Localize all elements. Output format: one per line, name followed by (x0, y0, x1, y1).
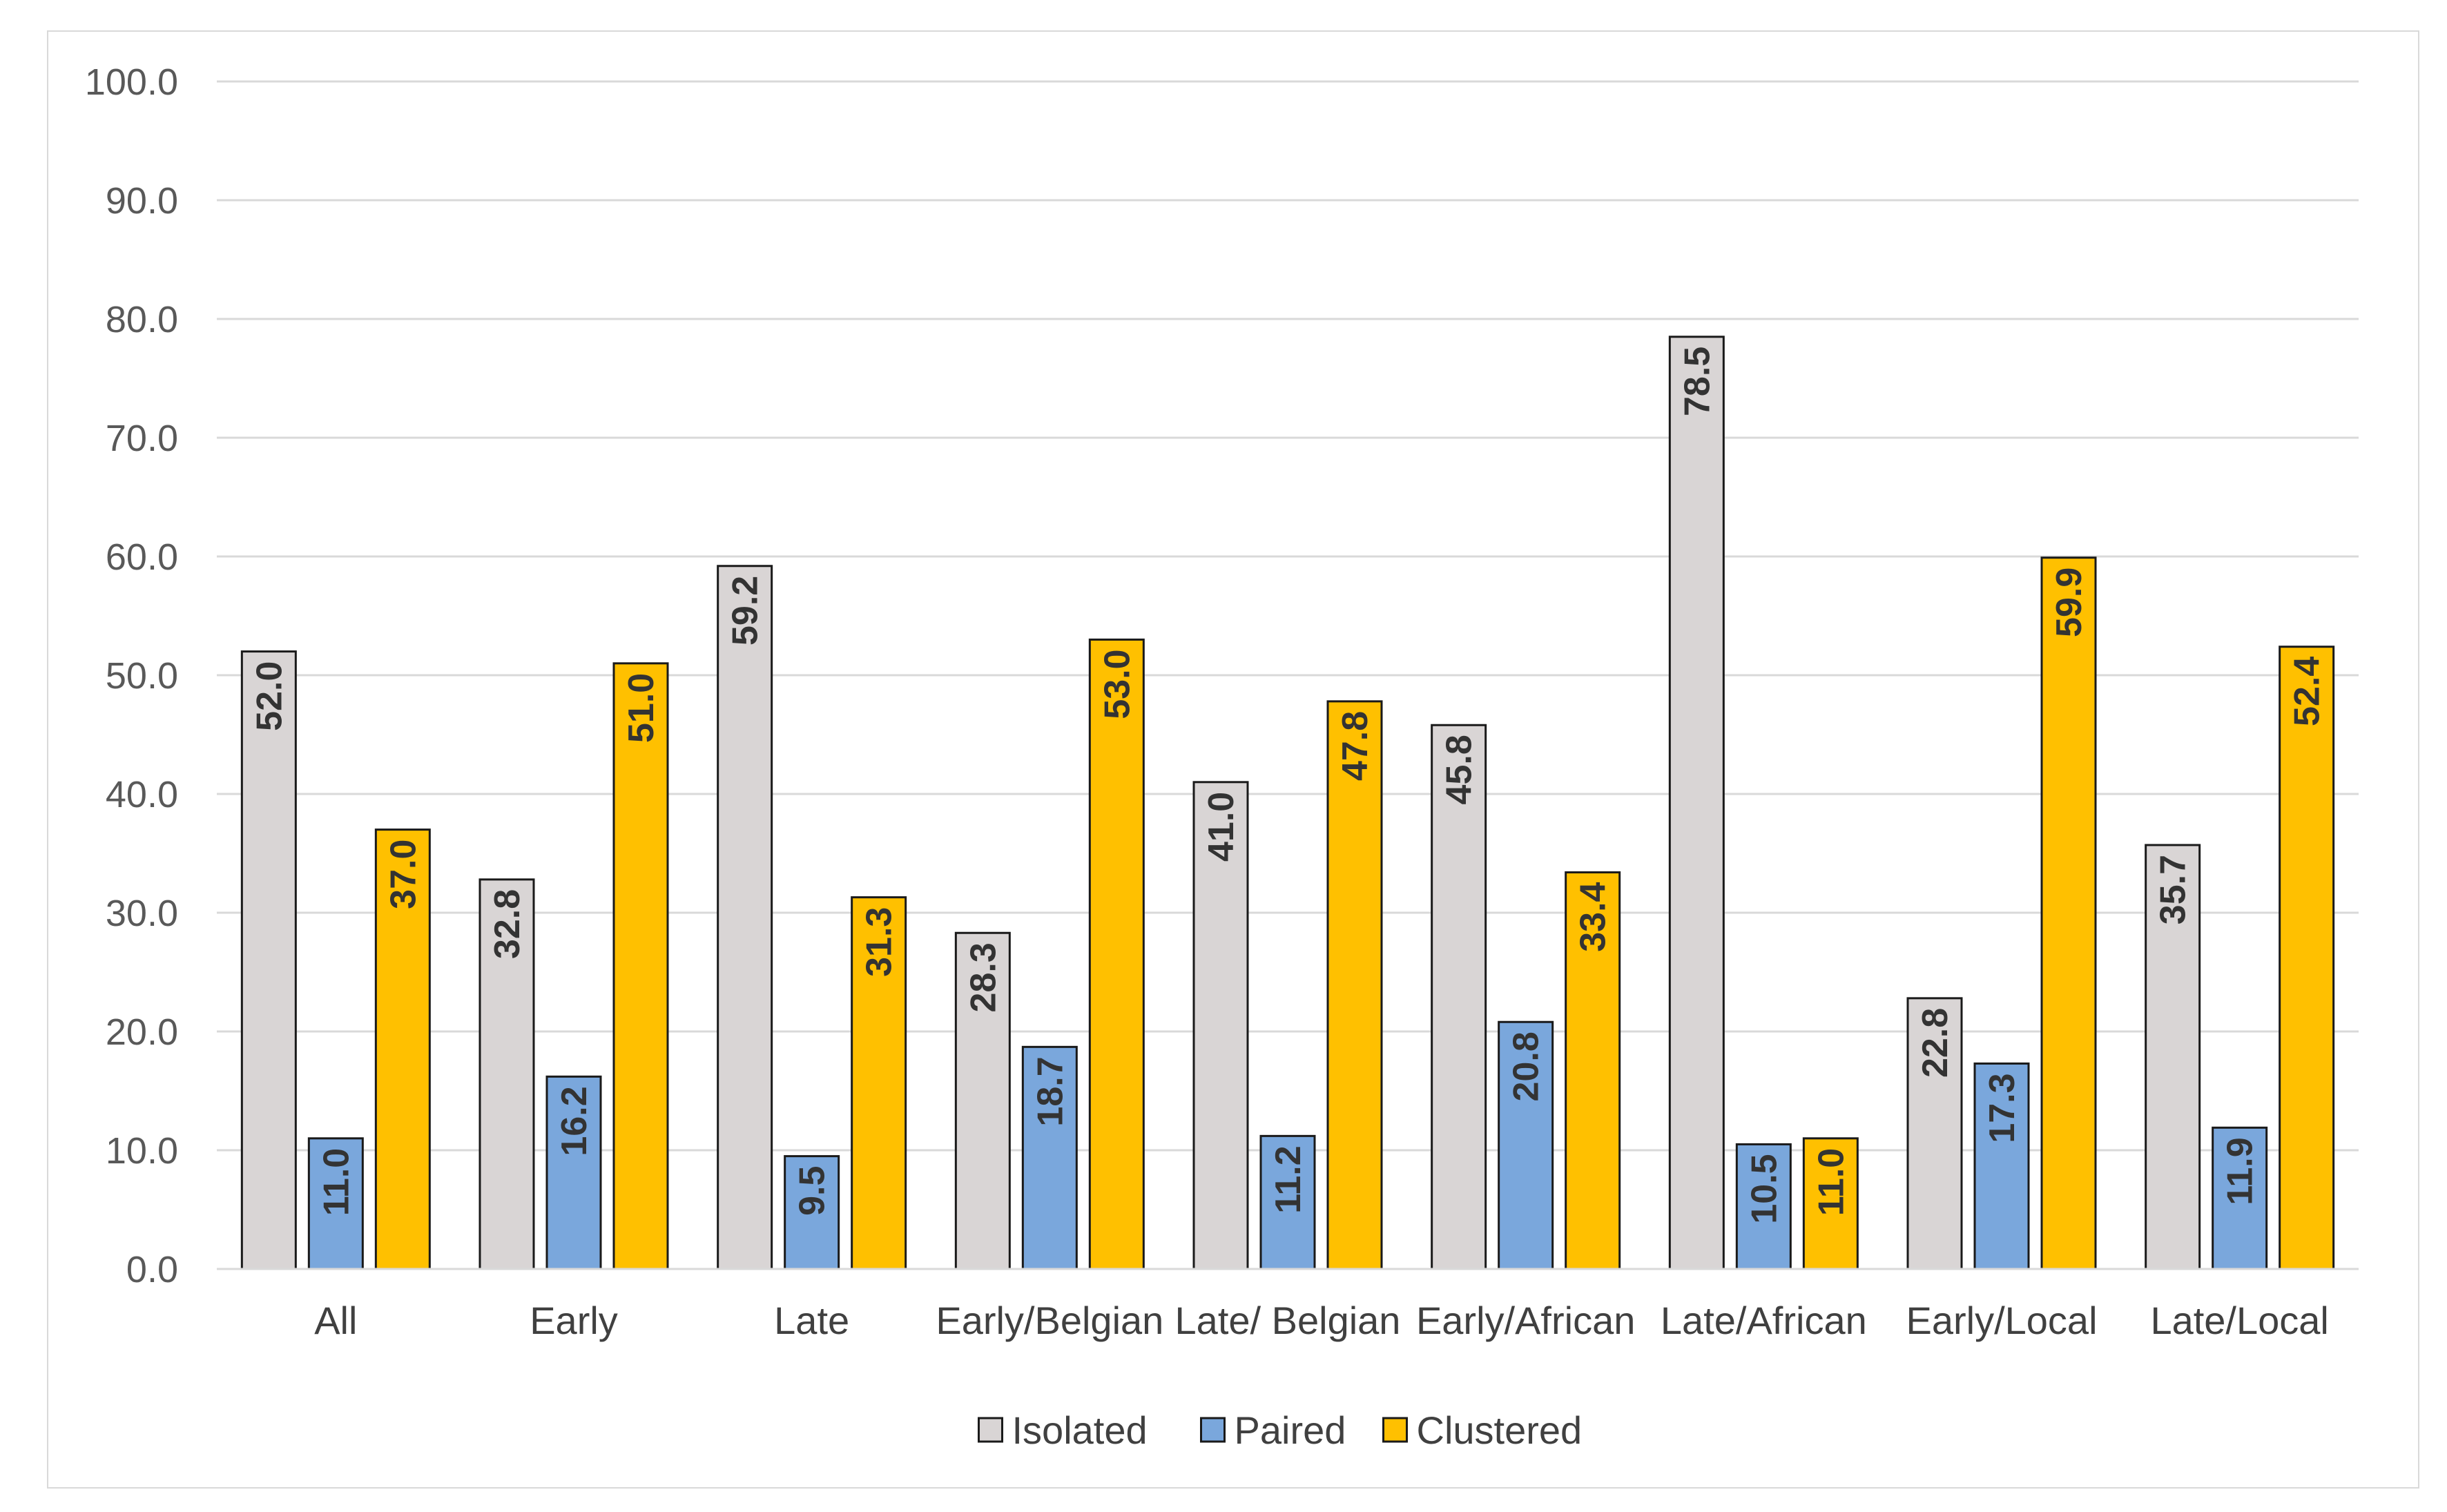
x-category-label: All (314, 1299, 357, 1342)
legend-label-isolated: Isolated (1012, 1408, 1148, 1452)
data-label-isolated: 52.0 (249, 661, 289, 731)
bar-clustered (1088, 638, 1145, 1270)
y-tick-label: 30.0 (106, 893, 178, 934)
bar-isolated (478, 878, 535, 1270)
data-label-clustered: 11.0 (1811, 1148, 1851, 1216)
legend: Isolated Paired Clustered (978, 1408, 1583, 1452)
bar-clustered (2279, 646, 2335, 1270)
x-category-label: Early/Local (1906, 1299, 2097, 1342)
data-label-paired: 9.5 (793, 1166, 833, 1216)
data-label-isolated: 41.0 (1201, 792, 1241, 862)
y-tick-label: 60.0 (106, 536, 178, 578)
bar-clustered (374, 828, 431, 1270)
bar-paired (1973, 1062, 2030, 1270)
x-category-label: Late/Local (2150, 1299, 2328, 1342)
data-label-isolated: 59.2 (726, 576, 766, 646)
legend-swatch-paired (1200, 1417, 1226, 1443)
legend-label-paired: Paired (1235, 1408, 1346, 1452)
y-tick-label: 0.0 (126, 1249, 178, 1290)
bar-isolated (1668, 336, 1725, 1270)
data-label-paired: 11.9 (2221, 1137, 2261, 1205)
data-label-isolated: 32.8 (487, 889, 528, 959)
legend-label-clustered: Clustered (1417, 1408, 1583, 1452)
y-tick-label: 70.0 (106, 418, 178, 459)
y-tick-label: 40.0 (106, 774, 178, 815)
bar-clustered (1802, 1137, 1859, 1270)
data-label-paired: 20.8 (1507, 1031, 1547, 1101)
legend-swatch-isolated (978, 1417, 1003, 1443)
data-label-paired: 10.5 (1744, 1154, 1784, 1223)
data-label-isolated: 78.5 (1677, 347, 1717, 416)
data-label-clustered: 37.0 (383, 840, 423, 909)
y-tick-label: 100.0 (85, 61, 178, 103)
bar-clustered (851, 896, 907, 1270)
bar-paired (1735, 1143, 1792, 1270)
bar-paired (545, 1075, 602, 1270)
data-label-paired: 11.2 (1268, 1145, 1308, 1213)
legend-swatch-clustered (1382, 1417, 1408, 1443)
bar-clustered (1565, 871, 1621, 1270)
bar-paired (1259, 1134, 1316, 1270)
data-label-isolated: 35.7 (2154, 855, 2194, 924)
bar-paired (1021, 1045, 1078, 1270)
data-label-clustered: 51.0 (621, 673, 661, 743)
gridlines (217, 80, 2359, 1152)
bar-clustered (1326, 700, 1383, 1270)
data-label-isolated: 28.3 (963, 942, 1003, 1012)
bar-isolated (1431, 724, 1487, 1270)
y-tick-label: 20.0 (106, 1011, 178, 1053)
x-category-label: Late/African (1661, 1299, 1867, 1342)
data-label-clustered: 53.0 (1097, 649, 1137, 719)
data-label-paired: 18.7 (1030, 1056, 1070, 1126)
x-category-label: Late (774, 1299, 849, 1342)
x-category-label: Early (530, 1299, 618, 1342)
y-tick-label: 90.0 (106, 180, 178, 222)
bar-paired (784, 1155, 840, 1270)
data-label-clustered: 31.3 (860, 907, 900, 977)
y-tick-label: 10.0 (106, 1130, 178, 1172)
data-label-clustered: 47.8 (1335, 711, 1375, 781)
x-category-label: Early/Belgian (936, 1299, 1163, 1342)
data-labels: 52.0 11.0 37.0 32.8 16.2 51.0 59.2 9.5 31.3 28.3 1… (249, 347, 2327, 1224)
data-label-isolated: 45.8 (1440, 735, 1480, 804)
data-label-clustered: 52.4 (2288, 657, 2328, 726)
bar-isolated (717, 565, 773, 1270)
bar-paired (1498, 1020, 1554, 1270)
bars (240, 336, 2335, 1270)
bar-isolated (240, 650, 297, 1270)
data-label-paired: 16.2 (554, 1086, 594, 1156)
data-label-isolated: 22.8 (1915, 1008, 1955, 1078)
data-label-paired: 11.0 (316, 1148, 356, 1216)
y-tick-label: 50.0 (106, 655, 178, 697)
data-label-paired: 17.3 (1982, 1073, 2022, 1143)
y-axis-ticks: 0.0 10.0 20.0 30.0 40.0 50.0 60.0 70.0 80.0 90.0 1… (85, 61, 178, 1290)
data-label-clustered: 33.4 (1574, 882, 1614, 951)
bar-clustered (612, 662, 669, 1270)
bar-clustered (2040, 556, 2097, 1270)
x-axis-categories: All Early Late Early/Belgian Late/ Belgian Ea… (314, 1299, 2329, 1342)
x-category-label: Late/ Belgian (1175, 1299, 1401, 1342)
data-label-clustered: 59.9 (2049, 568, 2089, 637)
bar-isolated (1192, 781, 1249, 1270)
y-tick-label: 80.0 (106, 299, 178, 340)
x-category-label: Early/African (1416, 1299, 1635, 1342)
